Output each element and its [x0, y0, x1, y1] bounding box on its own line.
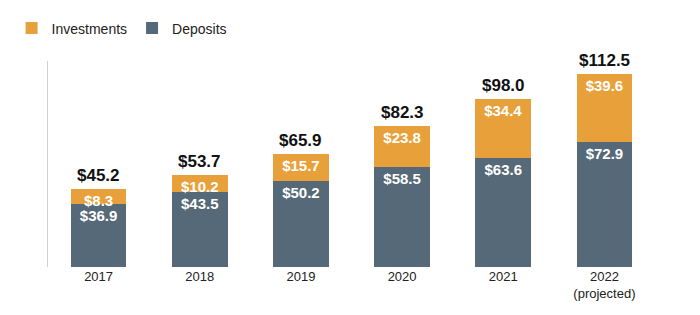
svg-text:$43.5: $43.5 — [181, 195, 219, 212]
svg-text:$39.6: $39.6 — [586, 77, 624, 94]
svg-text:$58.5: $58.5 — [383, 170, 421, 187]
svg-text:2022(projected): 2022(projected) — [573, 269, 635, 301]
svg-text:$23.8: $23.8 — [383, 129, 421, 146]
svg-text:2018: 2018 — [185, 269, 214, 284]
svg-text:$98.0: $98.0 — [482, 76, 525, 95]
svg-text:Investments: Investments — [52, 21, 127, 37]
svg-text:2020: 2020 — [388, 269, 417, 284]
svg-text:$34.4: $34.4 — [484, 102, 522, 119]
svg-text:$36.9: $36.9 — [80, 207, 118, 224]
svg-text:$50.2: $50.2 — [282, 184, 320, 201]
svg-text:$112.5: $112.5 — [579, 51, 630, 70]
svg-text:$53.7: $53.7 — [178, 152, 221, 171]
svg-text:$45.2: $45.2 — [77, 166, 120, 185]
svg-text:$8.3: $8.3 — [84, 192, 113, 209]
svg-text:2021: 2021 — [489, 269, 518, 284]
svg-text:$72.9: $72.9 — [586, 145, 624, 162]
svg-text:2019: 2019 — [286, 269, 315, 284]
svg-text:$10.2: $10.2 — [181, 178, 219, 195]
svg-text:$63.6: $63.6 — [484, 161, 522, 178]
svg-text:2017: 2017 — [84, 269, 113, 284]
svg-text:$82.3: $82.3 — [381, 103, 424, 122]
svg-text:Deposits: Deposits — [172, 21, 226, 37]
svg-text:$15.7: $15.7 — [282, 157, 320, 174]
svg-text:$65.9: $65.9 — [279, 131, 322, 150]
